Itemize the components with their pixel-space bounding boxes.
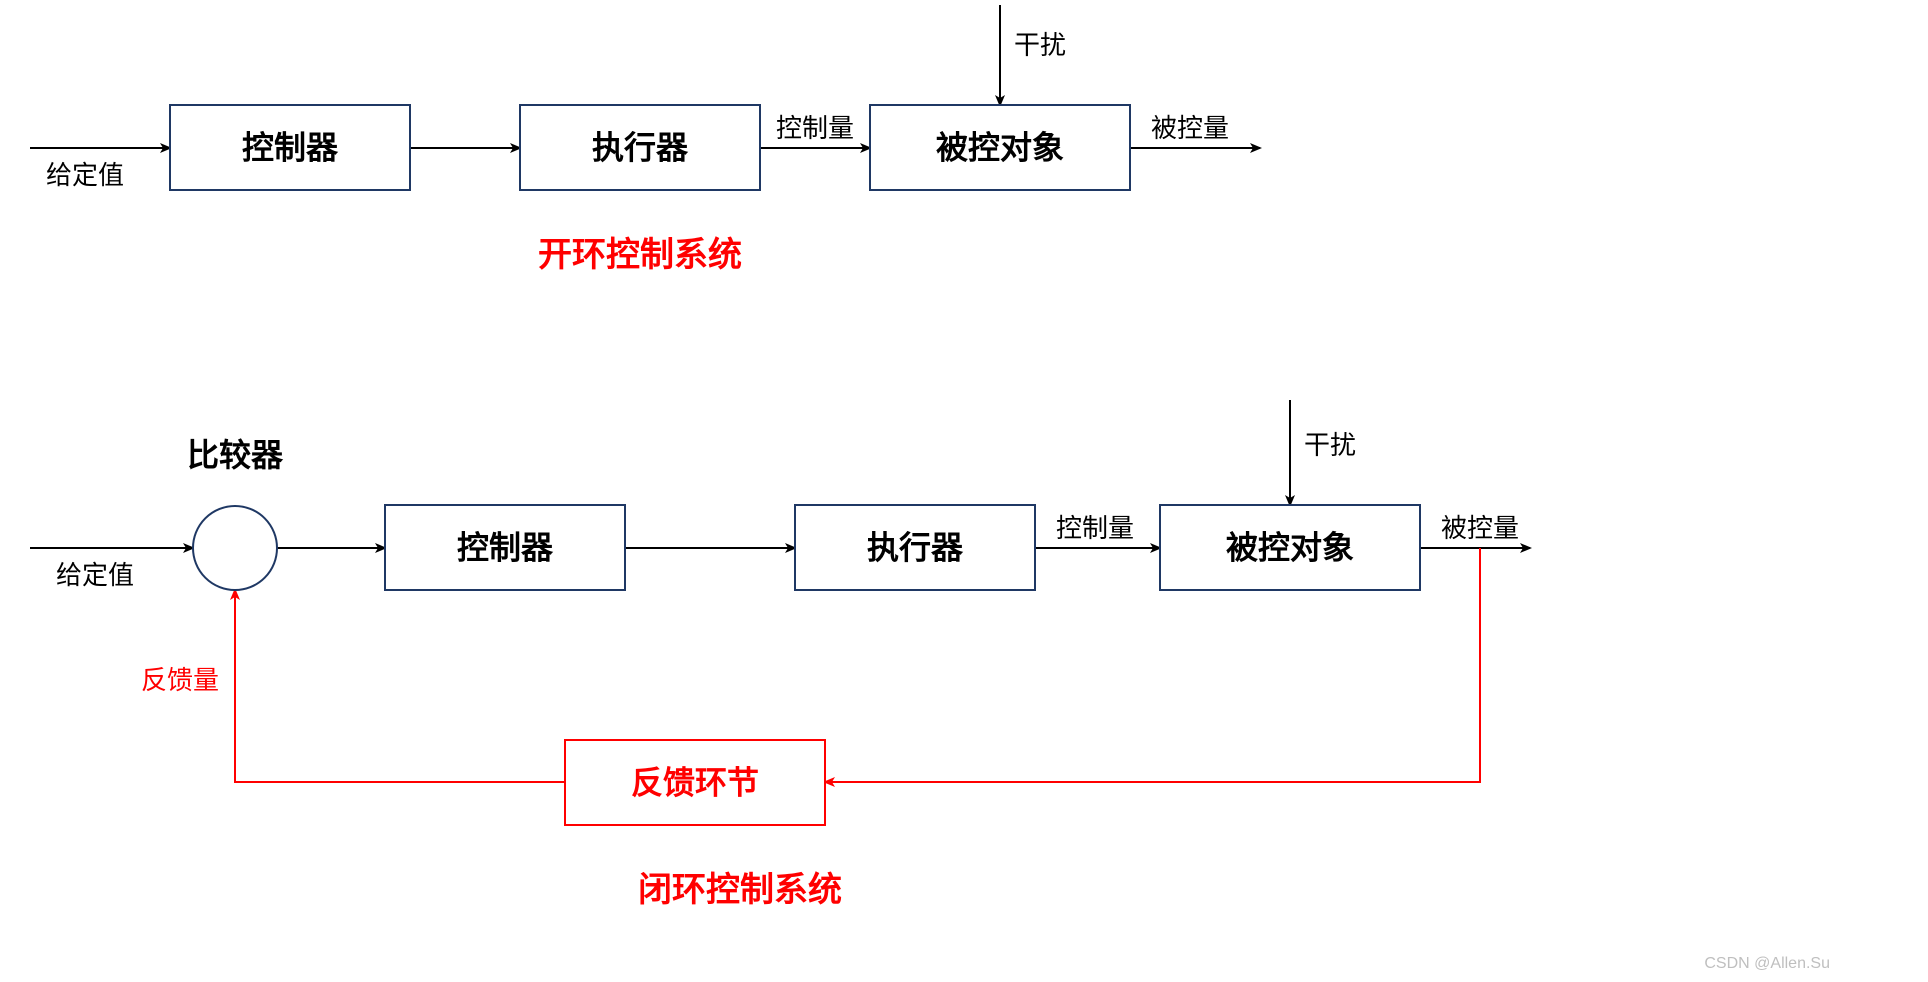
edge-label: 反馈量 (141, 665, 219, 695)
edge-d1_e_out: 被控量 (1130, 113, 1260, 148)
watermark-text: CSDN @Allen.Su (1704, 955, 1830, 972)
node-d1_ctrl: 控制器 (170, 105, 410, 190)
node-d2_fb: 反馈环节 (565, 740, 825, 825)
node-label: 被控对象 (1226, 530, 1354, 566)
node-d2_plant: 被控对象 (1160, 505, 1420, 590)
edge-d1_e_ep: 控制量 (760, 113, 870, 148)
diagram-caption: 开环控制系统 (538, 236, 742, 274)
node-label: 控制器 (242, 130, 339, 166)
edge-label: 干扰 (1014, 30, 1066, 60)
node-d1_exec: 执行器 (520, 105, 760, 190)
edge-label: 控制量 (1056, 513, 1134, 543)
node-d2_exec: 执行器 (795, 505, 1035, 590)
edge-d2_e_dist: 干扰 (1290, 400, 1356, 505)
diagram-caption: 闭环控制系统 (638, 871, 842, 909)
node-label: 执行器 (867, 530, 964, 566)
edge-d2_e_ep: 控制量 (1035, 513, 1160, 548)
edge-label: 控制量 (776, 113, 854, 143)
edge-label: 被控量 (1151, 113, 1229, 143)
edge-label: 给定值 (56, 560, 134, 590)
edge-d2_e_in: 给定值 (30, 548, 193, 590)
comparator: 比较器 (187, 437, 284, 590)
node-label: 被控对象 (936, 130, 1064, 166)
edge-label: 给定值 (46, 160, 124, 190)
node-label: 控制器 (457, 530, 554, 566)
comparator-label: 比较器 (187, 437, 284, 473)
edge-d2_e_fb2: 反馈量 (141, 590, 565, 782)
edge-d1_e_in: 给定值 (30, 148, 170, 190)
control-system-diagrams: 给定值控制量被控量干扰控制器执行器被控对象开环控制系统给定值控制量被控量干扰反馈… (0, 0, 1928, 982)
node-label: 反馈环节 (631, 765, 759, 801)
edge-d2_e_out: 被控量 (1420, 513, 1530, 548)
node-d2_ctrl: 控制器 (385, 505, 625, 590)
node-d1_plant: 被控对象 (870, 105, 1130, 190)
edge-d1_e_dist: 干扰 (1000, 5, 1066, 105)
node-label: 执行器 (592, 130, 689, 166)
edge-label: 被控量 (1441, 513, 1519, 543)
edge-label: 干扰 (1304, 430, 1356, 460)
